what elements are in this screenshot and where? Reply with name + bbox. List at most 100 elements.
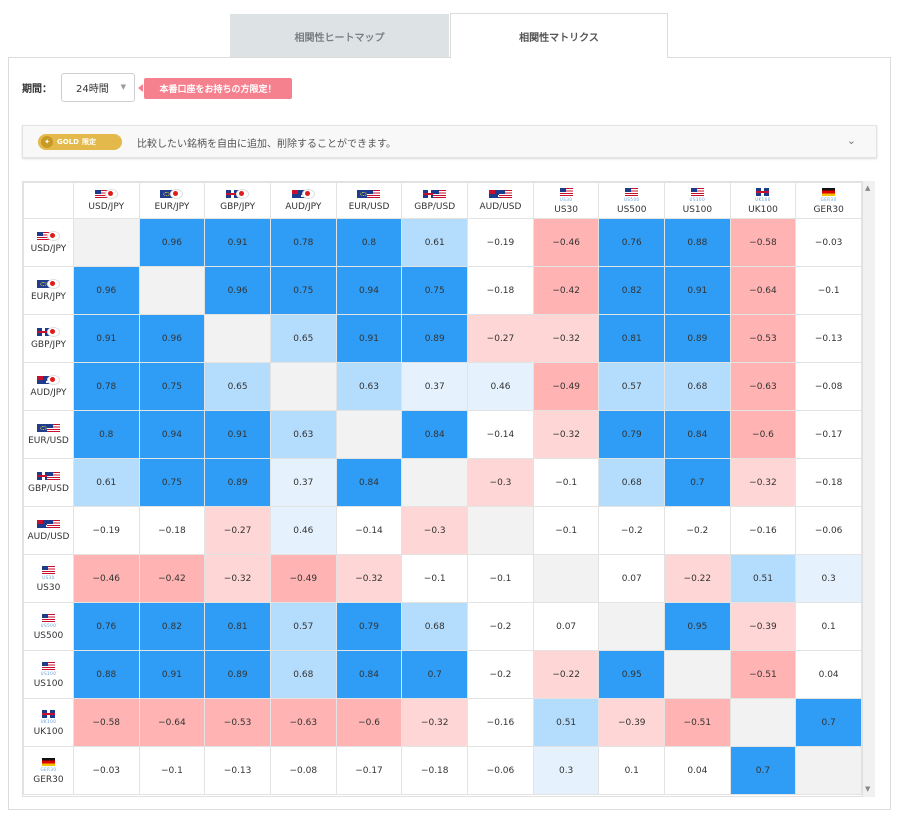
flag-icons: [36, 519, 60, 529]
period-select[interactable]: 24時間 ▼: [61, 73, 135, 102]
flag-icons: [690, 187, 704, 197]
matrix-cell: −0.32: [204, 554, 271, 603]
row-header: UK100 UK100: [23, 698, 74, 747]
matrix-cell-self: [138, 266, 206, 315]
table-row: US500 US500 0.76 0.82 0.81 0.57 0.79 0.68 −0.2 0.…: [23, 602, 862, 651]
tab-matrix[interactable]: 相関性マトリクス: [450, 13, 668, 58]
matrix-cell: −0.22: [532, 650, 600, 699]
scroll-down-icon[interactable]: ▼: [865, 785, 871, 793]
matrix-cell: 0.75: [138, 362, 206, 411]
matrix-cell: −0.32: [401, 698, 469, 747]
matrix-cell: −0.27: [467, 314, 534, 363]
column-header: USD/JPY: [72, 182, 140, 219]
row-header: GBP/JPY: [23, 314, 74, 363]
matrix-cell: 0.95: [598, 650, 666, 699]
row-label: GER30: [33, 774, 64, 785]
column-header: EUR/JPY: [138, 182, 206, 219]
matrix-cell: −0.18: [795, 458, 862, 507]
matrix-cell: −0.3: [401, 506, 469, 555]
matrix-cell: 0.1: [598, 746, 666, 795]
index-tag: US500: [40, 622, 57, 628]
index-tag: US500: [623, 196, 640, 202]
matrix-cell: 0.65: [269, 314, 337, 363]
matrix-cell: 0.63: [335, 362, 403, 411]
matrix-cell: 0.79: [335, 602, 403, 651]
flag-icons: [226, 189, 250, 199]
gold-badge-label: GOLD: [57, 138, 79, 146]
flag-gb-icon: [36, 472, 50, 480]
matrix-cell: −0.42: [138, 554, 206, 603]
flag-us-icon: [41, 661, 55, 670]
matrix-cell: 0.91: [138, 650, 206, 699]
table-row: UK100 UK100 −0.58 −0.64 −0.53 −0.63 −0.6 −0.32−…: [23, 698, 862, 747]
matrix-cell: 0.68: [664, 362, 731, 411]
flag-us-icon: [46, 424, 60, 432]
matrix-cell: 0.91: [204, 410, 271, 459]
row-label: GBP/JPY: [30, 340, 66, 350]
matrix-cell: 0.76: [72, 602, 140, 651]
col-label: US100: [682, 204, 713, 215]
table-row: GBP/JPY 0.91 0.96 0.65 0.91 0.89 −0.27 −0.32 0.8…: [23, 314, 862, 363]
flag-eu-icon: [160, 190, 174, 198]
matrix-cell: 0.81: [598, 314, 666, 363]
matrix-cell: 0.89: [401, 314, 469, 363]
flag-gb-icon: [226, 190, 240, 198]
col-label: US500: [617, 204, 647, 215]
flag-us-icon: [559, 187, 573, 196]
matrix-cell: 0.51: [532, 698, 600, 747]
flag-de-icon: [822, 187, 836, 196]
chevron-down-icon[interactable]: ⌄: [846, 134, 856, 147]
flag-icons: [36, 279, 60, 289]
matrix-cell: 0.75: [269, 266, 337, 315]
index-tag: US100: [40, 670, 57, 676]
row-label: US500: [33, 630, 64, 641]
index-tag: GER30: [40, 766, 57, 772]
flag-jp-icon: [46, 375, 60, 385]
scroll-up-icon[interactable]: ▲: [865, 184, 871, 192]
flag-icons: [160, 189, 184, 199]
matrix-cell-self: [729, 698, 797, 747]
table-row: US100 US100 0.88 0.91 0.89 0.68 0.84 0.7 −0.2 −0.…: [23, 650, 862, 699]
matrix-cell-self: [598, 602, 666, 651]
matrix-cell: −0.2: [664, 506, 731, 555]
flag-au-icon: [488, 190, 502, 198]
column-header: AUD/JPY: [269, 182, 337, 219]
matrix-cell: 0.8: [72, 410, 140, 459]
flag-gb-icon: [36, 328, 50, 336]
col-label: US30: [554, 204, 579, 215]
matrix-cell: −0.39: [598, 698, 666, 747]
matrix-cell: 0.82: [138, 602, 206, 651]
matrix-cell: −0.19: [72, 506, 140, 555]
period-label: 期間：: [22, 84, 52, 95]
flag-au-icon: [36, 376, 50, 384]
matrix-cell: −0.14: [335, 506, 403, 555]
matrix-cell: 0.89: [664, 314, 731, 363]
matrix-cell: −0.17: [795, 410, 862, 459]
matrix-cell: −0.1: [532, 506, 600, 555]
row-header: GER30 GER30: [23, 746, 74, 795]
matrix-cell: −0.13: [204, 746, 271, 795]
flag-icons: [423, 189, 447, 199]
matrix-cell-self: [795, 746, 862, 795]
tab-heatmap[interactable]: 相関性ヒートマップ: [230, 14, 449, 58]
matrix-cell: 0.46: [269, 506, 337, 555]
matrix-cell: −0.1: [532, 458, 600, 507]
flag-de-icon: [41, 757, 55, 766]
matrix-cell: −0.1: [138, 746, 206, 795]
matrix-cell: −0.08: [795, 362, 862, 411]
row-label: UK100: [33, 726, 64, 737]
matrix-cell: −0.13: [795, 314, 862, 363]
flag-eu-icon: [36, 424, 50, 432]
vertical-scrollbar[interactable]: ▲ ▼: [863, 181, 875, 797]
flag-us-icon: [625, 187, 639, 196]
row-header: USD/JPY: [23, 218, 74, 267]
index-tag: GER30: [820, 196, 837, 202]
matrix-cell: 0.51: [729, 554, 797, 603]
matrix-cell: 0.89: [204, 458, 271, 507]
row-header: AUD/USD: [23, 506, 74, 555]
matrix-cell: 0.91: [664, 266, 731, 315]
gold-feature-bar[interactable]: ✦ GOLD 限定 比較したい銘柄を自由に追加、削除することができます。 ⌄: [22, 125, 877, 158]
matrix-cell: 0.88: [664, 218, 731, 267]
matrix-cell: 0.65: [204, 362, 271, 411]
col-label: GBP/USD: [414, 202, 456, 212]
